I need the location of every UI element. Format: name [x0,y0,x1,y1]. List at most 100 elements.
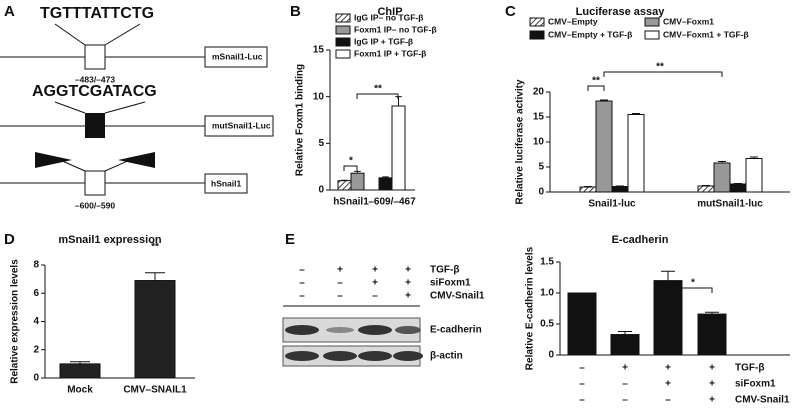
legend-swatch [529,17,545,27]
panel-letter: D [4,231,15,248]
y-tick-label: 0 [318,185,324,196]
legend-label: IgG IP– no TGF-β [354,12,423,22]
condition-label: CMV-Snail1 [735,395,790,406]
error-bar [70,361,90,364]
promoter-diagram: A TGTTTATTCTG –483/–473 mSnail1-Luc AGGT… [0,3,274,210]
bar [729,183,747,193]
panel-letter: C [505,3,516,20]
band [285,325,319,335]
legend-swatch [644,30,660,40]
y-tick-label: 6 [33,288,39,299]
condition-sign: – [337,278,343,289]
error-bar [734,183,742,184]
legend-swatch [335,13,351,23]
condition-sign: + [709,363,715,374]
y-tick-label: 2 [33,344,39,355]
condition-sign: – [299,265,305,276]
connector [54,101,86,114]
legend-label: CMV–Empty + TGF-β [548,29,632,39]
legend-label: CMV–Empty [548,16,598,26]
connector [54,23,86,46]
legend-swatch [644,17,660,27]
significance-bracket [603,71,723,77]
connector [104,159,131,172]
sequence: AGGTCGATACG [32,83,157,100]
bar [378,177,393,191]
x-tick-label: hSnail1 [333,197,369,208]
y-tick-label: 10 [533,137,545,148]
condition-sign: – [579,395,585,406]
condition-sign: + [622,363,628,374]
condition-label: TGF-β [430,265,459,276]
condition-sign: – [579,379,585,390]
significance: ** [656,62,664,73]
legend-swatch [529,30,545,40]
condition-sign: – [622,379,628,390]
legend-swatch [335,37,351,47]
error-bar [600,99,608,101]
y-tick-label: 5 [538,162,544,173]
reporter-box [204,173,248,194]
significance: * [691,278,695,289]
condition-label: TGF-β [735,363,764,374]
legend-label: Foxm1 IP + TGF-β [354,48,426,58]
error-bar [705,311,719,315]
legend-label: CMV–Foxm1 + TGF-β [663,29,749,39]
error-bar [702,185,710,186]
band [393,351,423,361]
x-tick-label: –609/–467 [368,197,416,208]
bar [595,100,613,193]
significance-bracket [356,93,399,99]
mutated-site [85,113,105,138]
primer-arrow [35,152,72,168]
y-tick-label: 0 [538,187,544,198]
error-bar [145,272,165,281]
panel-letter: E [285,231,295,248]
binding-site [84,44,106,70]
bar [697,313,727,356]
error-bar [661,270,675,281]
error-bar [382,176,389,178]
condition-sign: + [665,363,671,374]
bar [611,186,629,193]
error-bar [584,186,592,187]
significance-bracket [343,165,358,171]
x-tick-label: mutSnail1-luc [697,199,763,210]
error-bar [750,156,758,159]
bar [745,158,763,193]
sequence: TGTTTATTCTG [40,5,154,22]
panel-letter: B [290,3,301,20]
connector [59,159,86,172]
condition-sign: + [372,278,378,289]
condition-sign: – [622,395,628,406]
significance: ** [151,242,159,253]
x-tick-label: CMV–SNAIL1 [123,385,187,396]
condition-sign: + [665,379,671,390]
band-label: E-cadherin [430,325,482,336]
significance: ** [374,84,382,95]
bar [350,172,365,191]
bar [627,114,645,193]
legend-swatch [335,25,351,35]
y-tick-label: 15 [533,112,545,123]
band [358,351,392,361]
condition-sign: + [337,265,343,276]
bar [610,334,640,356]
error-bar [632,113,640,115]
reporter-box [204,46,268,68]
y-axis-label: Relative expression levels [10,259,21,384]
chart-title: ChIP [377,6,402,18]
connector [104,101,146,114]
construct-name: mutSnail1-Luc [212,120,271,130]
condition-sign: – [665,395,671,406]
band [358,325,392,335]
legend-swatch [335,49,351,59]
site-position: –483/–473 [75,74,115,84]
condition-sign: + [709,379,715,390]
x-tick-label: Snail1-luc [588,199,636,210]
y-tick-label: 5 [318,138,324,149]
y-axis-label: Relative Foxm1 binding [295,64,306,176]
significance-bracket [667,287,713,293]
band [285,351,319,361]
connector [104,23,141,46]
